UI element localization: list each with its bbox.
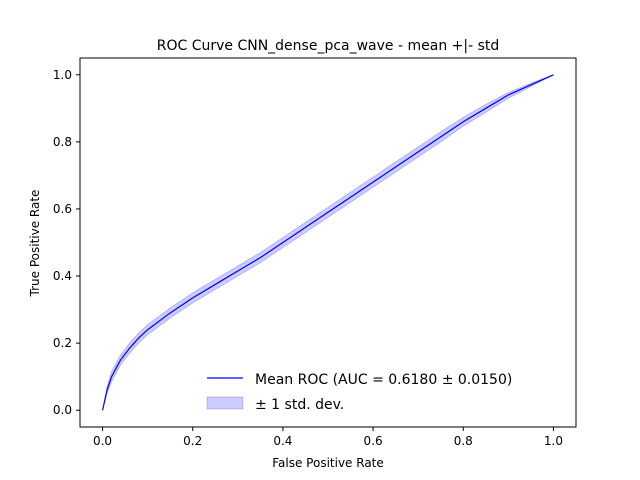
x-tick-label: 0.6 bbox=[364, 434, 383, 448]
y-tick-label: 0.4 bbox=[53, 269, 72, 283]
y-tick-label: 0.2 bbox=[53, 336, 72, 350]
y-tick-label: 0.8 bbox=[53, 135, 72, 149]
x-tick-label: 0.2 bbox=[183, 434, 202, 448]
y-axis-label: True Positive Rate bbox=[28, 190, 42, 298]
chart-title: ROC Curve CNN_dense_pca_wave - mean +|- … bbox=[157, 38, 500, 54]
mean-roc-line bbox=[101, 74, 554, 411]
legend-mean-roc-label: Mean ROC (AUC = 0.6180 ± 0.0150) bbox=[255, 372, 512, 388]
x-tick-label: 0.8 bbox=[454, 434, 473, 448]
legend-std-dev-swatch bbox=[206, 396, 244, 410]
axis-ticks: 0.0 0.2 0.4 0.6 0.8 1.0 0.0 0.2 0.4 0.6 0.8 1.0 bbox=[53, 68, 563, 448]
y-tick-label: 1.0 bbox=[53, 68, 72, 82]
x-tick-label: 0.4 bbox=[273, 434, 292, 448]
plot-area bbox=[101, 74, 554, 411]
x-tick-label: 1.0 bbox=[544, 434, 563, 448]
axes-frame bbox=[79, 57, 577, 428]
legend: Mean ROC (AUC = 0.6180 ± 0.0150) ± 1 std… bbox=[206, 372, 512, 413]
legend-std-dev-label: ± 1 std. dev. bbox=[255, 397, 344, 413]
y-tick-label: 0.6 bbox=[53, 202, 72, 216]
x-tick-label: 0.0 bbox=[93, 434, 112, 448]
x-axis-label: False Positive Rate bbox=[272, 456, 384, 470]
y-tick-label: 0.0 bbox=[53, 403, 72, 417]
